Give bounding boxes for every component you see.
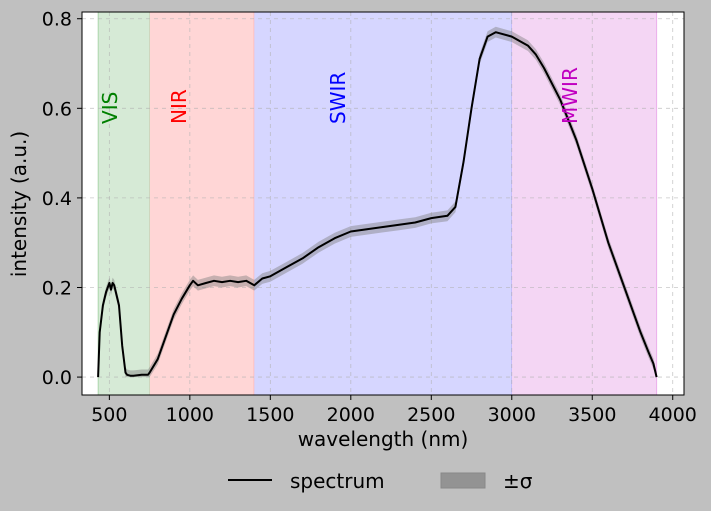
spectrum-series-line — [97, 31, 658, 378]
y-axis-label: intensity (a.u.) — [7, 131, 31, 277]
region-labels: VIS NIR SWIR MWIR — [98, 67, 582, 124]
plot-frame — [81, 11, 685, 396]
region-label-swir: SWIR — [326, 72, 350, 124]
y-tick-label: 0.0 — [42, 367, 72, 389]
y-tick-label: 0.8 — [42, 9, 72, 31]
legend-spectrum-label: spectrum — [290, 469, 385, 493]
y-tick-label: 0.2 — [42, 277, 72, 299]
x-tick-label: 4000 — [649, 404, 697, 426]
x-axis-label: wavelength (nm) — [298, 427, 469, 451]
y-tick-label: 0.4 — [42, 188, 72, 210]
x-axis-ticks: 500 1000 1500 2000 2500 3000 3500 4000 — [91, 395, 697, 426]
spectral-regions — [97, 12, 658, 395]
x-tick-label: 3000 — [488, 404, 536, 426]
x-tick-label: 1500 — [246, 404, 294, 426]
x-tick-label: 500 — [91, 404, 127, 426]
x-tick-label: 2500 — [407, 404, 455, 426]
x-tick-label: 1000 — [166, 404, 214, 426]
region-vis — [98, 12, 150, 395]
y-tick-label: 0.6 — [42, 98, 72, 120]
legend-sigma-swatch — [440, 472, 486, 489]
region-mwir — [511, 12, 657, 395]
spectrum-line — [97, 31, 658, 378]
legend: spectrum ±σ — [228, 469, 533, 493]
region-label-vis: VIS — [98, 92, 122, 124]
region-swir — [254, 12, 512, 395]
x-tick-label: 2000 — [327, 404, 375, 426]
legend-sigma-label: ±σ — [503, 469, 533, 493]
x-tick-label: 3500 — [568, 404, 616, 426]
region-label-mwir: MWIR — [558, 67, 582, 124]
y-axis-ticks: 0.0 0.2 0.4 0.6 0.8 — [42, 9, 82, 389]
region-label-nir: NIR — [167, 89, 191, 124]
